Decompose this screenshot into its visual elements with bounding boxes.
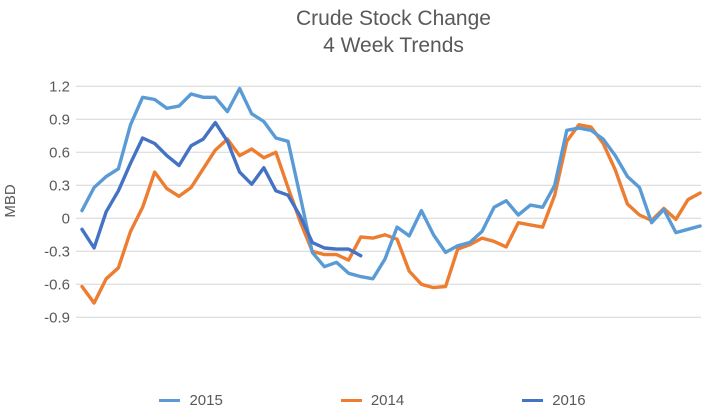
y-tick-label: -0.9 [44,309,70,326]
y-tick-label: 1.2 [49,78,70,95]
chart-title: Crude Stock Change 4 Week Trends [80,5,707,59]
y-tick-label: 0.6 [49,144,70,161]
series-line-2016 [80,120,363,258]
legend-item-2016: 2016 [522,391,586,409]
legend-swatch-2015 [159,398,181,402]
y-tick-label: -0.3 [44,243,70,260]
chart-title-line2: 4 Week Trends [323,34,464,57]
series-line-2014 [80,123,702,305]
legend-item-2014: 2014 [340,391,405,409]
y-axis-title: MBD [2,184,19,218]
y-tick-label: -0.6 [44,276,70,293]
legend: 2015 2014 2016 [38,389,707,411]
chart-title-line1: Crude Stock Change [296,7,491,30]
y-tick-label: 0.9 [49,111,70,128]
y-tick-label: 0 [62,210,70,227]
legend-label-2016: 2016 [552,391,586,409]
legend-label-2015: 2015 [189,391,223,409]
series-line-2015 [80,86,702,281]
y-tick-label: 0.3 [49,177,70,194]
legend-label-2014: 2014 [370,391,405,409]
legend-swatch-2016 [522,398,544,402]
legend-item-2015: 2015 [159,391,223,409]
legend-swatch-2014 [340,398,362,402]
